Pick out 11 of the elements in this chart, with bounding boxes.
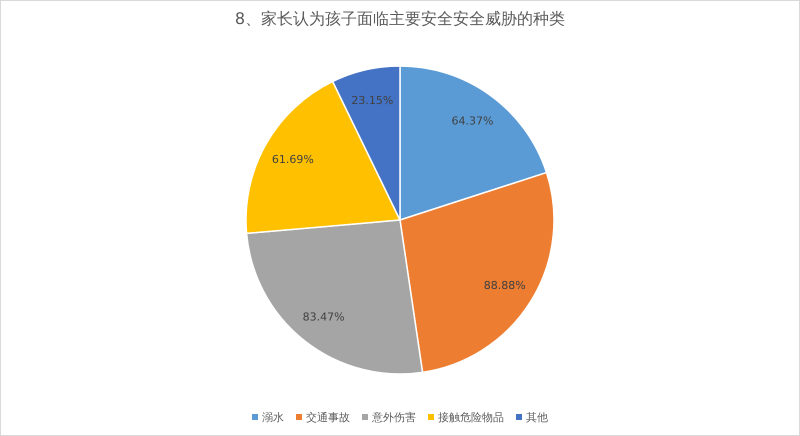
legend-label: 其他 — [526, 411, 548, 424]
legend-label: 溺水 — [262, 411, 284, 424]
data-label: 61.69% — [272, 153, 314, 166]
legend-label: 意外伤害 — [371, 411, 416, 424]
legend-label: 接触危险物品 — [438, 411, 504, 424]
data-label: 83.47% — [302, 310, 345, 324]
data-label: 88.88% — [484, 278, 526, 292]
legend-label: 交通事故 — [306, 411, 350, 424]
data-label: 64.37% — [451, 114, 494, 128]
data-label: 23.15% — [351, 94, 394, 107]
chart-title: 8、家长认为孩子面临主要安全安全威胁的种类 — [234, 9, 566, 28]
